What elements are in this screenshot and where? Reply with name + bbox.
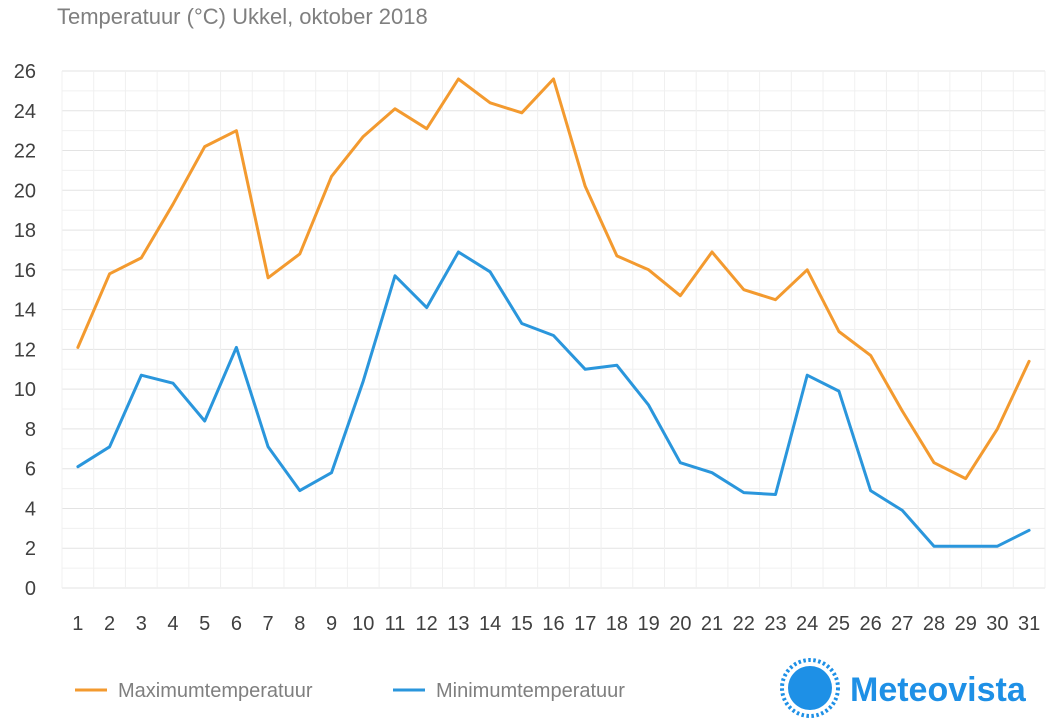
y-tick-label: 10 (14, 379, 36, 401)
x-tick-label: 23 (764, 613, 786, 635)
x-tick-label: 24 (796, 613, 818, 635)
y-tick-label: 26 (14, 61, 36, 83)
x-tick-label: 15 (511, 613, 533, 635)
x-tick-label: 4 (167, 613, 178, 635)
logo-text: Meteovista (850, 671, 1027, 709)
x-tick-label: 11 (385, 613, 406, 635)
x-tick-label: 16 (542, 613, 564, 635)
x-tick-label: 28 (923, 613, 945, 635)
legend-label: Minimumtemperatuur (436, 680, 625, 702)
x-tick-label: 2 (104, 613, 115, 635)
x-tick-label: 19 (638, 613, 660, 635)
x-tick-label: 12 (416, 613, 438, 635)
x-tick-label: 26 (859, 613, 881, 635)
y-tick-label: 8 (25, 419, 36, 441)
x-tick-label: 5 (199, 613, 210, 635)
x-tick-label: 10 (352, 613, 374, 635)
x-tick-label: 25 (828, 613, 850, 635)
y-tick-label: 16 (14, 260, 36, 282)
x-tick-label: 17 (574, 613, 596, 635)
x-tick-label: 20 (669, 613, 691, 635)
x-tick-label: 30 (986, 613, 1008, 635)
y-tick-label: 24 (14, 101, 36, 123)
x-tick-label: 31 (1018, 613, 1040, 635)
x-tick-label: 29 (955, 613, 977, 635)
x-tick-label: 27 (891, 613, 913, 635)
y-tick-label: 0 (25, 578, 36, 600)
meteovista-logo: Meteovista (780, 658, 1027, 718)
y-tick-label: 20 (14, 180, 36, 202)
x-tick-label: 9 (326, 613, 337, 635)
x-tick-label: 3 (136, 613, 147, 635)
x-tick-label: 22 (733, 613, 755, 635)
x-axis-ticks: 1 2 3 4 5 6 7 8 9 10 11 12 13 14 15 16 17 18 19 20 21 22 23 24 2… (72, 613, 1040, 635)
y-tick-label: 12 (14, 339, 36, 361)
x-tick-label: 8 (294, 613, 305, 635)
x-tick-label: 18 (606, 613, 628, 635)
y-tick-label: 6 (25, 459, 36, 481)
x-tick-label: 14 (479, 613, 501, 635)
y-tick-label: 14 (14, 300, 36, 322)
legend: Maximumtemperatuur Minimumtemperatuur (75, 680, 625, 702)
chart-title: Temperatuur (°C) Ukkel, oktober 2018 (57, 4, 428, 29)
x-tick-label: 1 (72, 613, 83, 635)
y-tick-label: 18 (14, 220, 36, 242)
x-tick-label: 13 (447, 613, 469, 635)
sun-icon (780, 658, 840, 718)
legend-label: Maximumtemperatuur (118, 680, 313, 702)
y-tick-label: 22 (14, 141, 36, 163)
series-layer (76, 77, 1031, 548)
x-tick-label: 21 (701, 613, 723, 635)
y-tick-label: 2 (25, 538, 36, 560)
y-tick-label: 4 (25, 498, 36, 520)
x-tick-label: 7 (263, 613, 274, 635)
grid (61, 70, 1046, 589)
x-tick-label: 6 (231, 613, 242, 635)
